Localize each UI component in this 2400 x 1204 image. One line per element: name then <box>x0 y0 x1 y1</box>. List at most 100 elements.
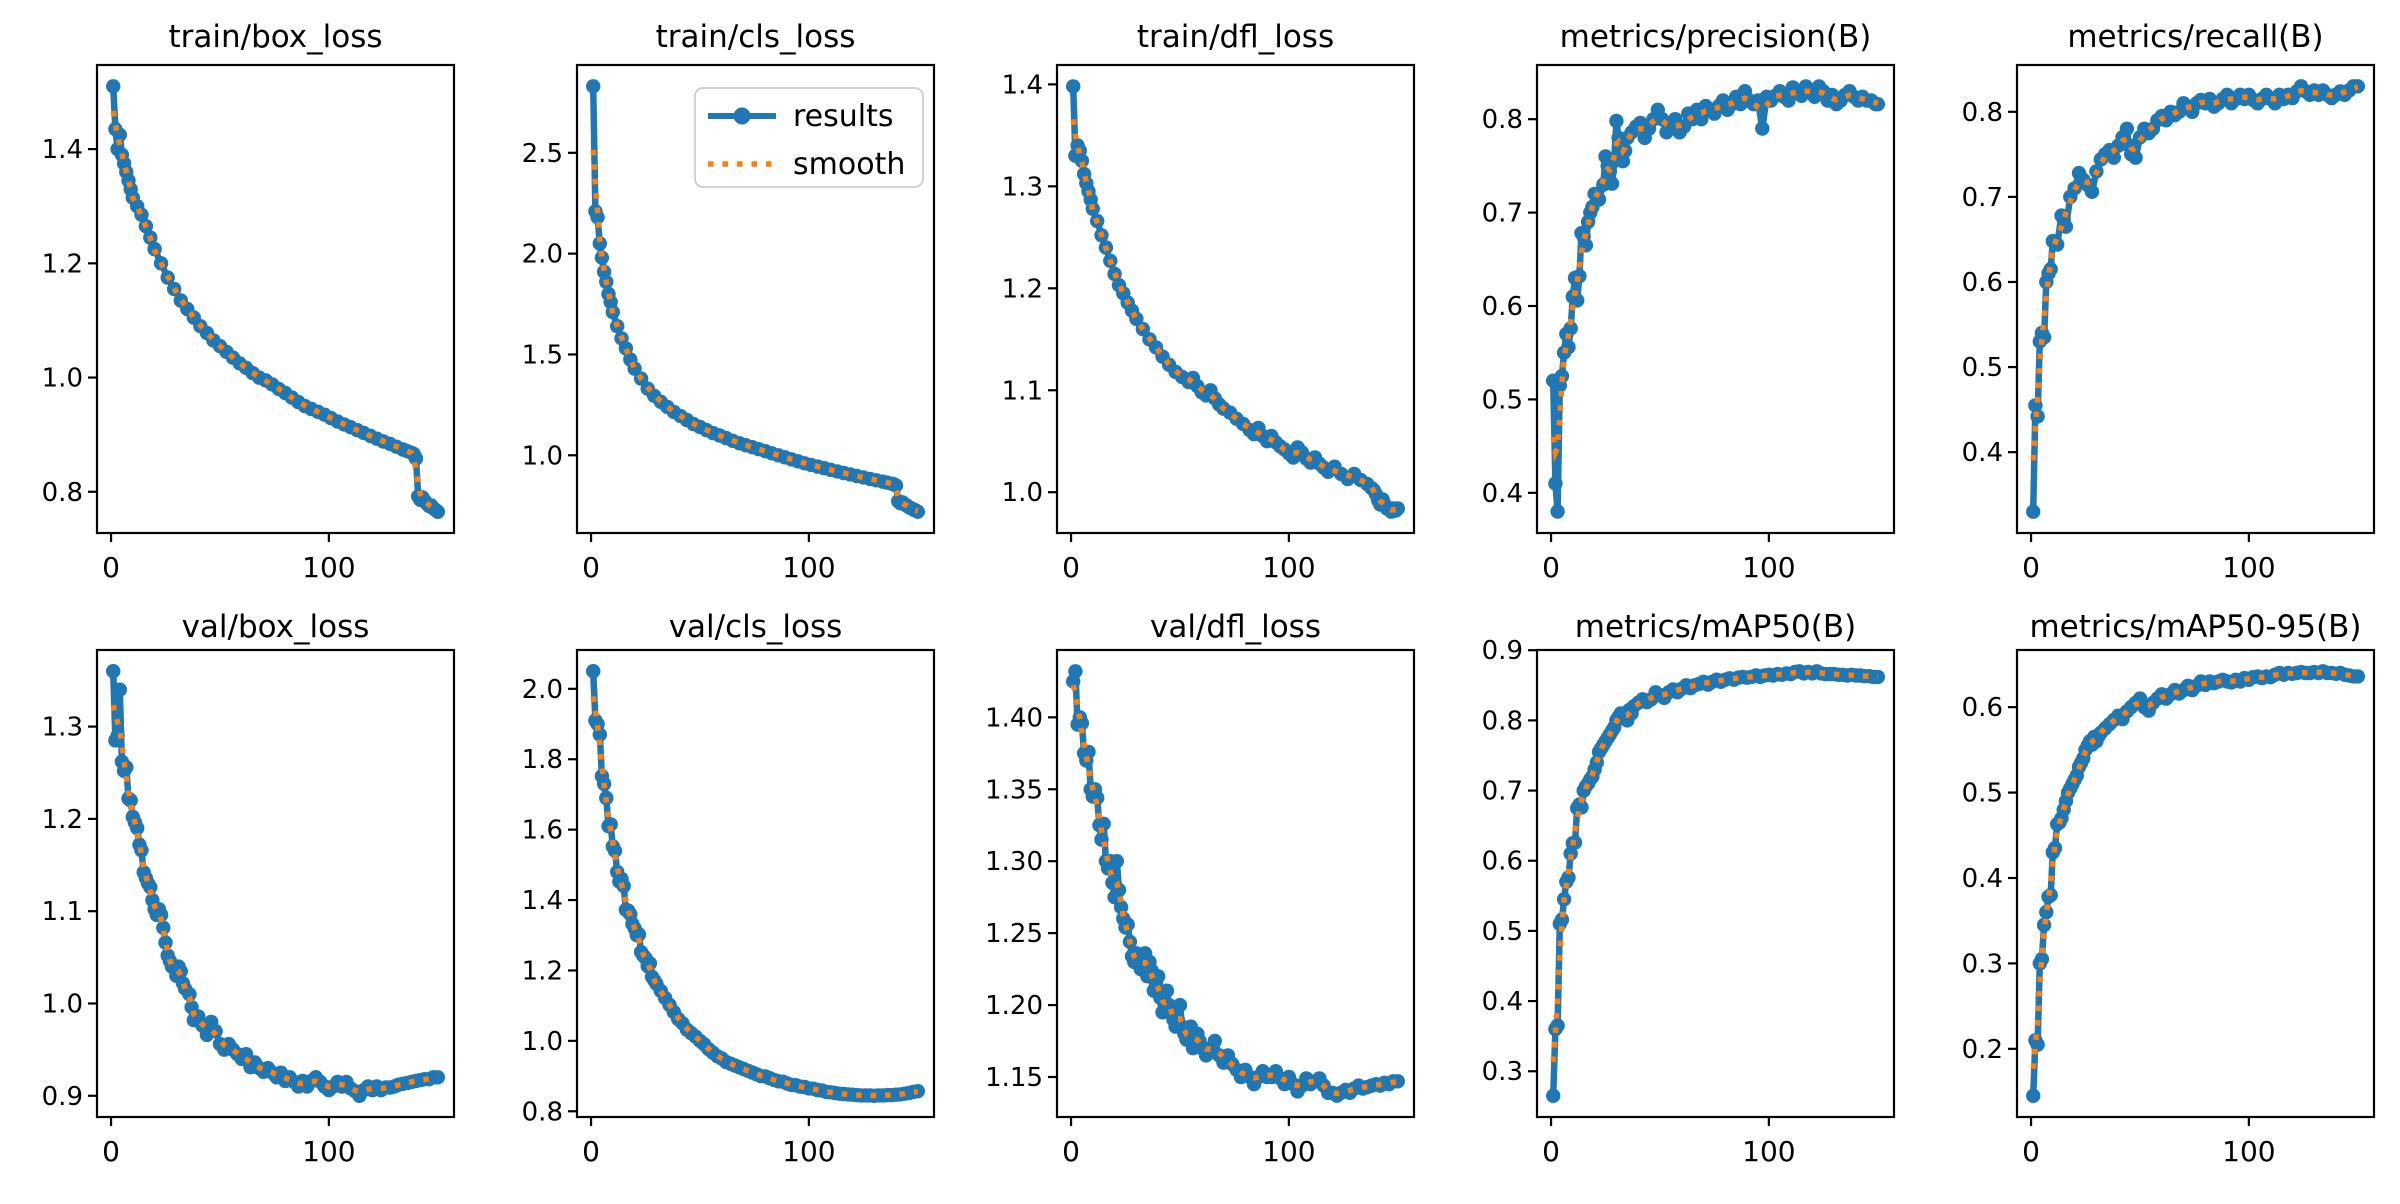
results-markers <box>2026 79 2365 519</box>
subplot-train/box_loss: train/box_loss 0.8 1.0 1.2 1.4 0 100 <box>0 0 480 600</box>
subplot-metrics/mAP50-95(B): metrics/mAP50-95(B) 0.2 0.3 0.4 0.5 0.6 0 100 <box>1920 600 2400 1200</box>
y-tick-label: 0.5 <box>1962 353 2003 383</box>
results-line <box>589 667 922 1100</box>
results-marker <box>2026 504 2041 519</box>
results-markers <box>1546 79 1885 519</box>
y-tick-label: 0.4 <box>1482 987 1523 1017</box>
results-markers <box>1546 664 1885 1103</box>
x-tick-label: 100 <box>2222 1135 2275 1168</box>
y-tick-label: 0.4 <box>1962 864 2003 894</box>
y-tick-label: 1.3 <box>42 713 83 743</box>
x-tick-label: 100 <box>1262 551 1315 584</box>
x-tick-label: 100 <box>782 1135 835 1168</box>
y-tick-label: 1.4 <box>522 886 563 916</box>
y-tick-label: 1.35 <box>985 775 1043 805</box>
subplot-canvas-train/dfl_loss: train/dfl_loss 1.0 1.1 1.2 1.3 1.4 0 100 <box>1002 19 1416 584</box>
x-tick-label: 100 <box>782 551 835 584</box>
results-marker <box>182 987 197 1002</box>
y-tick-label: 1.4 <box>1002 70 1043 100</box>
x-tick-label: 0 <box>102 1135 120 1168</box>
results-marker <box>110 728 125 743</box>
x-tick-label: 100 <box>1262 1135 1315 1168</box>
y-tick-label: 0.7 <box>1482 199 1523 229</box>
results-marker <box>156 920 171 935</box>
axes-box <box>1535 63 1896 535</box>
results-marker <box>2350 669 2365 684</box>
results-line <box>2029 83 2362 515</box>
x-tick-label: 0 <box>1542 551 1560 584</box>
y-tick-label: 1.4 <box>42 135 83 165</box>
results-marker <box>1570 293 1585 308</box>
results-marker <box>1694 112 1709 127</box>
y-tick-label: 1.6 <box>522 816 563 846</box>
results-markers <box>586 664 925 1103</box>
results-marker <box>586 664 601 679</box>
axes-box <box>1535 648 1896 1119</box>
results-marker <box>910 504 925 519</box>
results-marker <box>143 880 158 895</box>
subplot-canvas-metrics/precision(B): metrics/precision(B) 0.4 0.5 0.6 0.7 0.8 0 100 <box>1482 19 1896 584</box>
subplot-metrics/precision(B): metrics/precision(B) 0.4 0.5 0.6 0.7 0.8 0 100 <box>1440 0 1920 600</box>
results-marker <box>1554 912 1570 927</box>
legend: results smooth <box>694 87 924 188</box>
y-tick-label: 2.5 <box>522 139 563 169</box>
subplot-metrics/recall(B): metrics/recall(B) 0.4 0.5 0.6 0.7 0.8 0 100 <box>1920 0 2400 600</box>
subplot-title: train/cls_loss <box>656 19 856 55</box>
axes-box <box>2015 63 2376 535</box>
y-tick-label: 1.0 <box>1002 478 1043 508</box>
x-tick-label: 0 <box>2022 1135 2040 1168</box>
y-tick-label: 0.5 <box>1482 917 1523 947</box>
y-tick-label: 1.15 <box>985 1063 1043 1093</box>
smooth-line <box>1070 119 1399 513</box>
y-tick-label: 0.2 <box>1962 1035 2003 1065</box>
results-marker <box>603 817 618 832</box>
subplot-title: val/box_loss <box>182 609 370 645</box>
subplot-canvas-train/box_loss: train/box_loss 0.8 1.0 1.2 1.4 0 100 <box>42 19 456 584</box>
results-marker <box>1068 664 1083 679</box>
subplot-canvas-val/dfl_loss: val/dfl_loss 1.15 1.20 1.25 1.30 1.35 1.40 0 100 <box>985 609 1416 1168</box>
results-marker <box>430 504 445 519</box>
results-marker <box>1109 854 1124 869</box>
results-marker <box>112 682 128 697</box>
axes-box <box>1055 63 1416 535</box>
x-tick-label: 0 <box>582 1135 600 1168</box>
x-tick-label: 0 <box>1062 1135 1080 1168</box>
smooth-line <box>2030 669 2358 1070</box>
results-marker <box>1207 1033 1222 1049</box>
results-marker <box>1151 969 1166 984</box>
subplot-canvas-metrics/mAP50-95(B): metrics/mAP50-95(B) 0.2 0.3 0.4 0.5 0.6 0 100 <box>1962 609 2376 1168</box>
results-marker <box>2030 1037 2045 1052</box>
subplot-title: metrics/recall(B) <box>2067 19 2323 55</box>
x-tick-label: 100 <box>1742 551 1795 584</box>
subplot-canvas-train/cls_loss: train/cls_loss 1.0 1.5 2.0 2.5 0 100 results smo… <box>522 19 936 584</box>
results-marker <box>590 210 605 225</box>
axes-box <box>1055 648 1416 1119</box>
results-marker <box>123 793 138 808</box>
axes-box <box>575 648 936 1119</box>
results-marker <box>2039 905 2054 920</box>
results-marker <box>2119 121 2135 136</box>
smooth-line <box>110 110 440 514</box>
subplot-train/cls_loss: train/cls_loss 1.0 1.5 2.0 2.5 0 100 results smo… <box>480 0 960 600</box>
y-tick-label: 0.8 <box>522 1097 563 1127</box>
axes-box <box>95 648 456 1119</box>
results-marker <box>607 843 623 858</box>
results-marker <box>2350 79 2365 94</box>
x-tick-label: 0 <box>2022 551 2040 584</box>
y-tick-label: 1.8 <box>522 745 563 775</box>
legend-results-marker <box>733 107 751 125</box>
results-line <box>2029 668 2362 1100</box>
y-tick-label: 1.2 <box>522 956 563 986</box>
y-tick-label: 1.2 <box>42 805 83 835</box>
y-tick-label: 1.5 <box>522 340 563 370</box>
smooth-line <box>590 696 919 1099</box>
subplot-title: metrics/mAP50-95(B) <box>2029 609 2361 645</box>
results-marker <box>2084 184 2100 199</box>
subplot-metrics/mAP50(B): metrics/mAP50(B) 0.3 0.4 0.5 0.6 0.7 0.8 0.9 0 10… <box>1440 600 1920 1200</box>
y-tick-label: 1.3 <box>1002 172 1043 202</box>
y-tick-label: 1.0 <box>42 364 83 394</box>
results-marker <box>1096 816 1111 831</box>
y-tick-label: 1.2 <box>1002 274 1043 304</box>
results-marker <box>1074 715 1090 731</box>
y-tick-label: 1.25 <box>985 919 1043 949</box>
